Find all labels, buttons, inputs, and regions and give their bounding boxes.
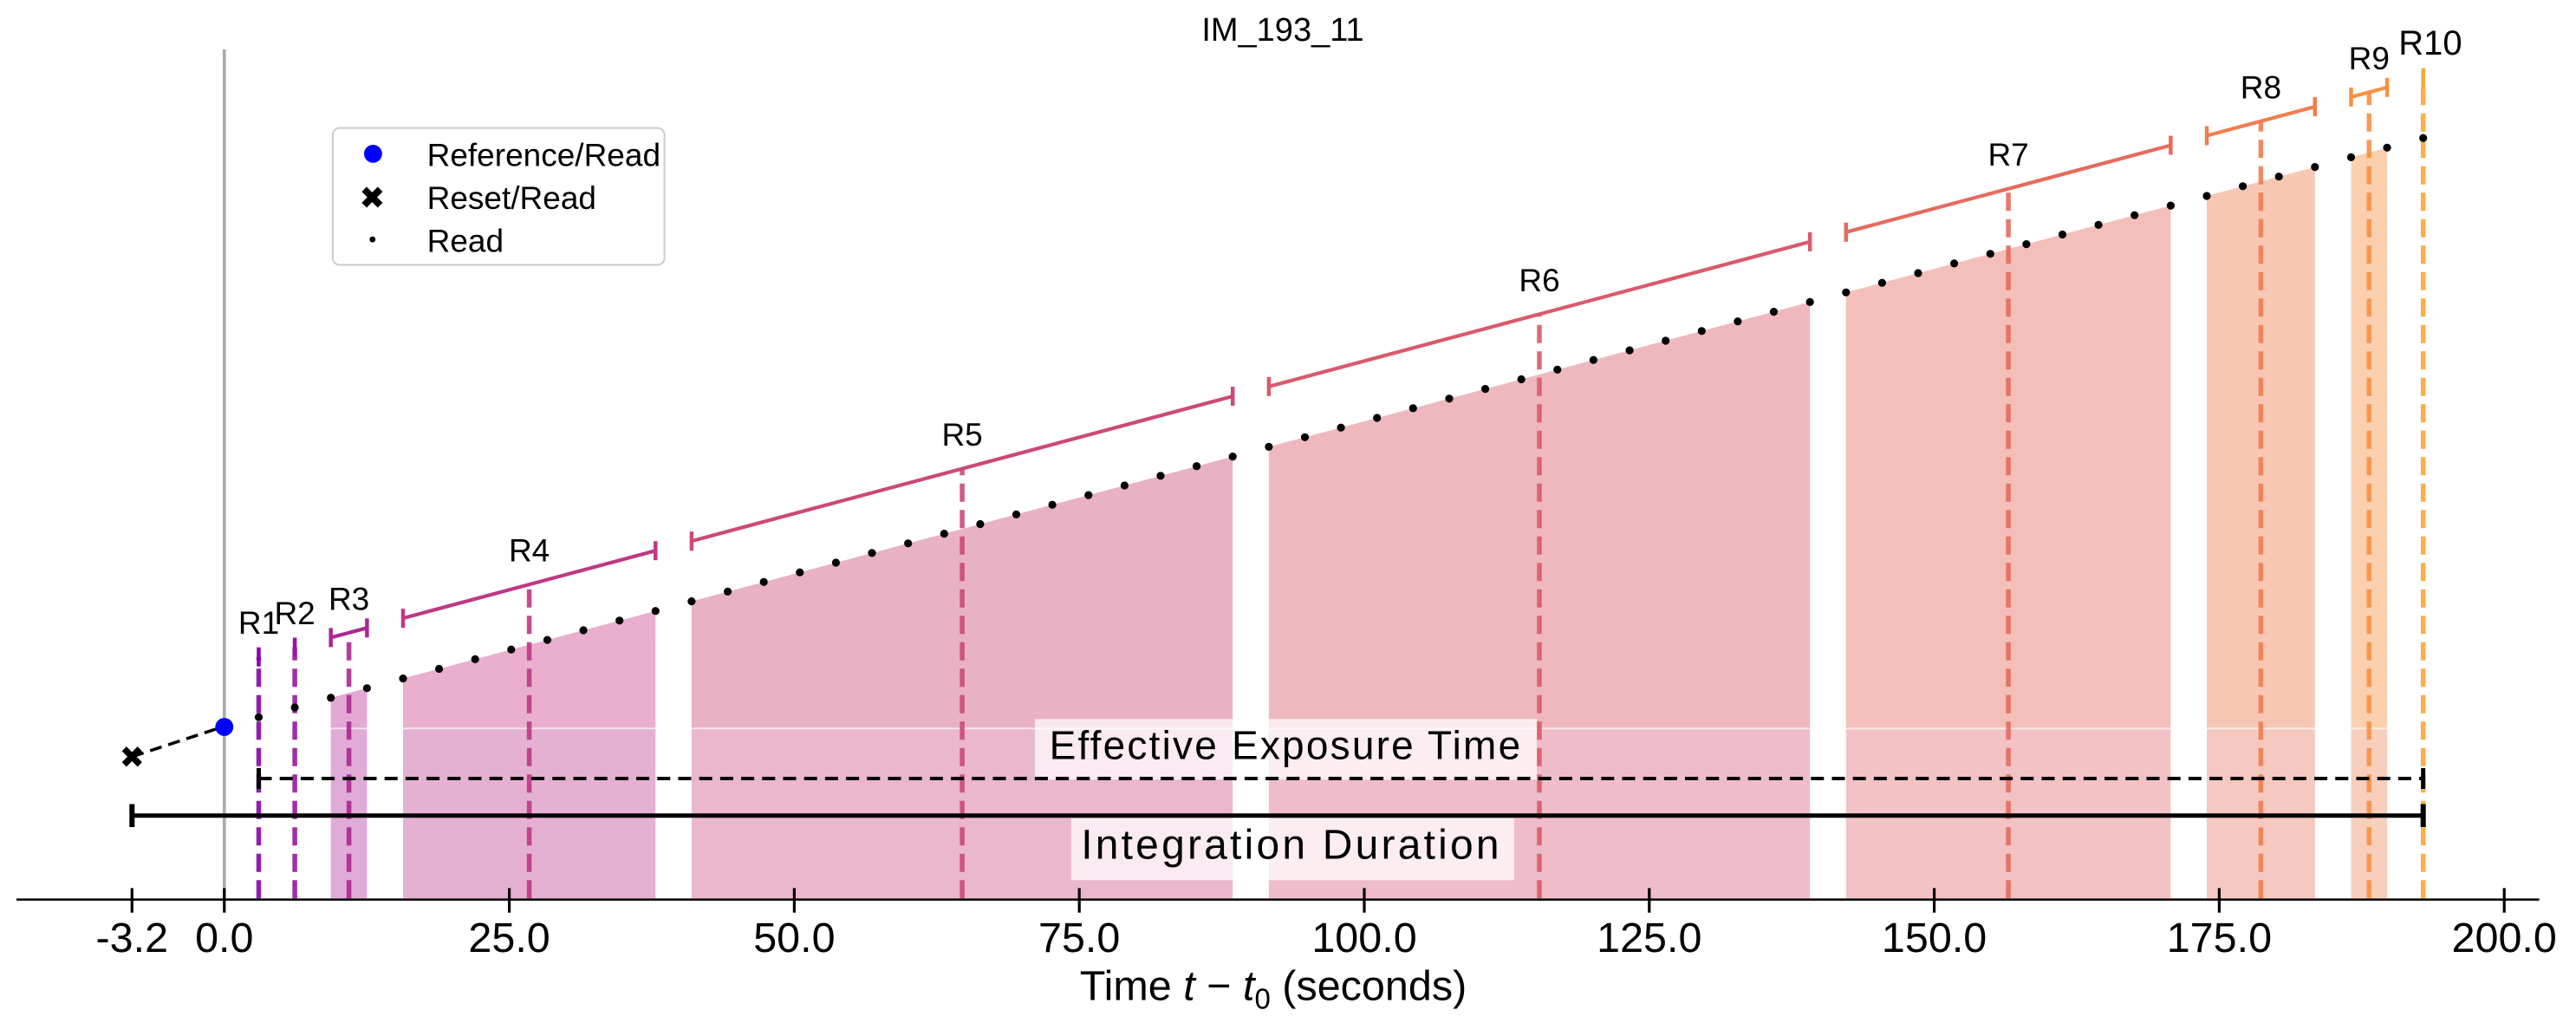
svg-text:R7: R7 (1987, 137, 2028, 173)
svg-text:R1: R1 (238, 605, 279, 641)
svg-text:75.0: 75.0 (1038, 915, 1120, 961)
svg-text:150.0: 150.0 (1882, 915, 1987, 961)
svg-text:50.0: 50.0 (753, 915, 835, 961)
svg-text:0.0: 0.0 (195, 915, 253, 961)
svg-text:Reference/Read: Reference/Read (427, 138, 660, 173)
svg-text:R2: R2 (274, 596, 315, 631)
svg-text:R8: R8 (2241, 69, 2281, 105)
svg-text:100.0: 100.0 (1311, 915, 1416, 961)
svg-text:R9: R9 (2349, 41, 2390, 76)
svg-text:R6: R6 (1519, 263, 1559, 298)
svg-text:Effective Exposure Time: Effective Exposure Time (1050, 723, 1523, 768)
svg-text:125.0: 125.0 (1597, 915, 1701, 961)
svg-text:Reset/Read: Reset/Read (427, 180, 596, 216)
svg-text:-3.2: -3.2 (96, 915, 169, 961)
svg-text:R5: R5 (941, 417, 982, 453)
svg-text:R4: R4 (509, 533, 550, 569)
svg-text:Read: Read (427, 223, 504, 258)
svg-text:Integration Duration: Integration Duration (1081, 823, 1502, 869)
svg-text:25.0: 25.0 (468, 915, 550, 961)
svg-text:200.0: 200.0 (2452, 915, 2557, 961)
svg-text:R3: R3 (329, 581, 369, 616)
svg-text:175.0: 175.0 (2167, 915, 2272, 961)
svg-text:R10: R10 (2398, 24, 2462, 62)
svg-text:Time t − t0 (seconds): Time t − t0 (seconds) (1080, 963, 1467, 1015)
svg-text:IM_193_11: IM_193_11 (1201, 12, 1363, 49)
